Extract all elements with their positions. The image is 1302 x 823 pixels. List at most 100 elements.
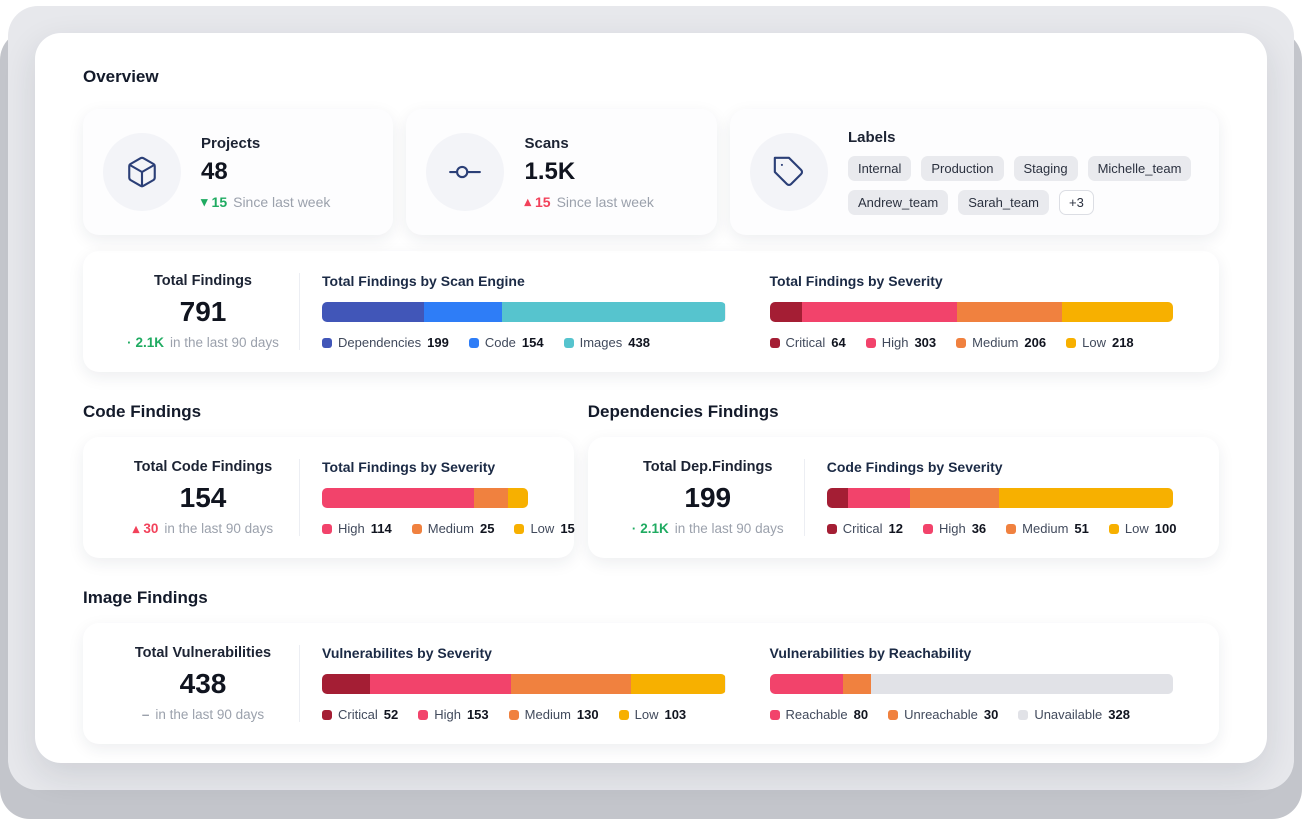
- labels-stat-body: Labels Internal Production Staging Michelle…: [847, 129, 1199, 215]
- code-findings-summary: Total Code Findings 154 ▴ 30 in the last 9…: [107, 457, 299, 538]
- legend-value: 218: [1111, 335, 1134, 350]
- legend-item-medium: Medium 206: [956, 335, 1046, 350]
- scan-node-icon: [449, 165, 482, 179]
- bar-segment-high: [369, 674, 511, 694]
- bar-segment-low: [507, 488, 528, 508]
- legend-item-medium: Medium 25: [411, 521, 494, 536]
- code-severity-bar: [322, 488, 528, 508]
- legend-swatch: [769, 709, 780, 720]
- image-findings-section: Image Findings Total Vulnerabilities 438…: [83, 588, 1219, 744]
- total-findings-card: Total Findings 791 · 2.1K in the last 90 d…: [83, 251, 1219, 372]
- legend-value: 154: [521, 335, 544, 350]
- bar-segment-images: [502, 302, 726, 322]
- legend-value: 52: [383, 707, 399, 722]
- code-findings-value: 154: [179, 481, 227, 513]
- legend-label: Low: [1124, 521, 1149, 536]
- label-chip[interactable]: Internal: [847, 156, 912, 181]
- legend-swatch: [322, 523, 332, 534]
- trend-suffix: in the last 90 days: [170, 335, 279, 350]
- legend-value: 12: [888, 521, 903, 536]
- legend-label: High: [881, 335, 909, 350]
- trend-dot-icon: ·: [631, 521, 637, 536]
- legend-label: Medium: [427, 521, 474, 536]
- legend-item-low: Low 218: [1066, 335, 1134, 350]
- labels-label: Labels: [847, 129, 896, 146]
- image-severity-bar: [322, 674, 726, 694]
- middle-sections-row: Code Findings Total Code Findings 154 ▴ 3…: [83, 402, 1219, 558]
- legend-item-high: High 114: [322, 521, 392, 536]
- legend-swatch: [563, 337, 574, 348]
- legend-value: 100: [1154, 521, 1177, 536]
- reachability-chart-title: Vulnerabilities by Reachability: [769, 645, 972, 661]
- trend-suffix: Since last week: [556, 193, 654, 210]
- total-findings-trend: · 2.1K in the last 90 days: [127, 335, 279, 350]
- legend-label: Dependencies: [338, 335, 422, 350]
- legend-swatch: [322, 337, 332, 348]
- dependencies-findings-card: Total Dep.Findings 199 · 2.1K in the last …: [587, 437, 1219, 558]
- code-severity-chart-title: Total Findings by Severity: [322, 459, 496, 475]
- label-chip[interactable]: Staging: [1013, 156, 1078, 181]
- image-severity-legend: Critical 52 High 153 Medium 130 Low 103: [322, 707, 726, 722]
- projects-value: 48: [201, 157, 228, 185]
- reachability-chart-block: Vulnerabilities by Reachability Reachabl…: [748, 643, 1196, 724]
- legend-swatch: [1018, 709, 1029, 720]
- bar-segment-unreachable: [843, 674, 871, 694]
- legend-item-reachable: Reachable 80: [769, 707, 868, 722]
- legend-swatch: [514, 523, 525, 534]
- legend-value: 15: [560, 521, 575, 536]
- legend-label: High: [938, 521, 966, 536]
- legend-item-medium: Medium 51: [1006, 521, 1089, 536]
- trend-up-icon: ▴: [524, 193, 532, 209]
- dependencies-severity-chart-block: Code Findings by Severity Critical 12 High…: [805, 457, 1195, 538]
- total-findings-value: 791: [179, 296, 227, 327]
- code-severity-chart-block: Total Findings by Severity High 114 Medium…: [300, 457, 575, 538]
- legend-swatch: [618, 709, 629, 720]
- legend-swatch: [865, 337, 876, 348]
- image-findings-trend: – in the last 90 days: [142, 707, 264, 722]
- legend-label: Images: [579, 335, 623, 350]
- divider: [299, 273, 300, 350]
- scans-stat-body: Scans 1.5K ▴ 15 Since last week: [524, 135, 653, 210]
- legend-value: 64: [831, 335, 846, 350]
- bar-segment-medium: [474, 488, 508, 508]
- divider: [803, 459, 805, 536]
- legend-swatch: [956, 337, 967, 348]
- projects-trend: ▾ 15 Since last week: [201, 194, 330, 210]
- tag-icon: [773, 156, 804, 187]
- image-findings-label: Total Vulnerabilities: [134, 645, 272, 661]
- label-chip[interactable]: Production: [921, 156, 1004, 181]
- legend-item-critical: Critical 12: [826, 521, 903, 536]
- trend-suffix: in the last 90 days: [164, 521, 274, 536]
- total-severity-legend: Critical 64 High 303 Medium 206 Low 218: [769, 335, 1174, 350]
- legend-label: Medium: [972, 335, 1019, 350]
- label-chip[interactable]: Michelle_team: [1087, 156, 1192, 181]
- labels-card: Labels Internal Production Staging Michelle…: [729, 109, 1219, 235]
- legend-value: 103: [664, 707, 687, 722]
- bar-segment-high: [847, 488, 911, 508]
- dependencies-severity-bar: [826, 488, 1173, 508]
- legend-swatch: [1108, 523, 1119, 534]
- label-chip[interactable]: Sarah_team: [958, 190, 1050, 215]
- bar-segment-medium: [956, 302, 1062, 322]
- scan-engine-chart-title: Total Findings by Scan Engine: [322, 273, 525, 289]
- code-findings-trend: ▴ 30 in the last 90 days: [133, 521, 273, 537]
- legend-value: 30: [983, 707, 999, 722]
- dependencies-findings-summary: Total Dep.Findings 199 · 2.1K in the last …: [612, 457, 804, 538]
- label-chip[interactable]: +3: [1059, 190, 1094, 215]
- label-chip[interactable]: Andrew_team: [847, 190, 949, 215]
- bar-segment-low: [1061, 302, 1173, 322]
- legend-value: 438: [628, 335, 650, 350]
- trend-up-icon: ▴: [132, 520, 140, 536]
- trend-suffix: in the last 90 days: [155, 707, 265, 722]
- legend-swatch: [826, 523, 837, 534]
- code-findings-section-title: Code Findings: [83, 402, 202, 421]
- projects-label: Projects: [201, 134, 261, 152]
- trend-dot-icon: ·: [127, 335, 132, 350]
- legend-value: 303: [914, 335, 937, 350]
- scans-value: 1.5K: [524, 157, 576, 185]
- legend-item-high: High 153: [418, 707, 489, 722]
- bar-segment-unavailable: [870, 674, 1173, 694]
- legend-label: Low: [634, 707, 659, 722]
- image-findings-summary: Total Vulnerabilities 438 – in the last 9…: [107, 643, 299, 724]
